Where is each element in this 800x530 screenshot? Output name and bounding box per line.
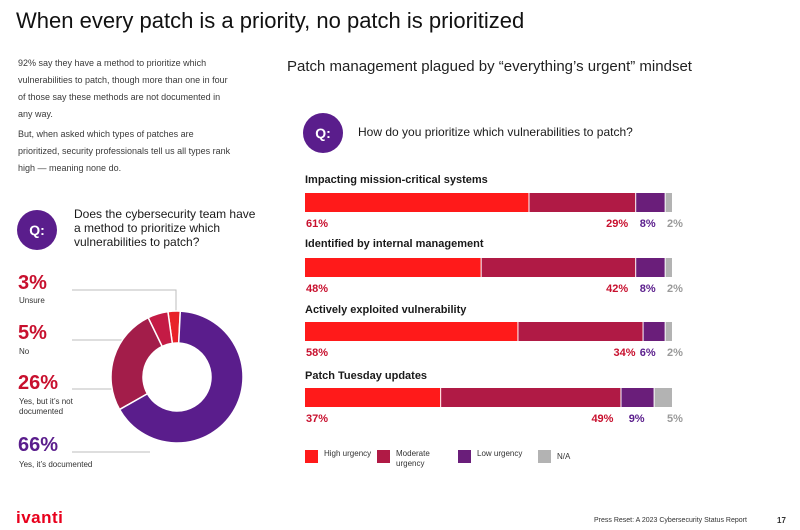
legend-swatch-high bbox=[305, 450, 318, 463]
bar-segment-moderate bbox=[441, 388, 621, 407]
page-title: When every patch is a priority, no patch… bbox=[16, 8, 525, 33]
bar-value-label-high: 37% bbox=[306, 413, 328, 425]
bar-category-label: Actively exploited vulnerability bbox=[305, 304, 467, 316]
donut-label-documented: Yes, it’s documented bbox=[19, 460, 93, 469]
donut-slice-undocumented bbox=[110, 316, 164, 411]
donut-chart bbox=[110, 310, 244, 444]
bar-segment-moderate bbox=[529, 193, 636, 212]
bar-value-label-high: 58% bbox=[306, 347, 328, 359]
bar-segment-na bbox=[665, 193, 672, 212]
legend-swatch-moderate bbox=[377, 450, 390, 463]
bar-segment-high bbox=[305, 258, 481, 277]
stacked-bar-chart: 61% 29% 8% 2% 48% 42% 8% 2% 58% 34% 6% 2% 37% 49% 9% 5% bbox=[305, 193, 683, 425]
intro-paragraph-2: But, when asked which types of patches a… bbox=[18, 129, 231, 173]
bar-value-label-moderate: 29% bbox=[606, 218, 628, 230]
bar-segment-low bbox=[636, 258, 665, 277]
legend-item-high: High urgency bbox=[305, 449, 374, 463]
bar-segment-low bbox=[643, 322, 665, 341]
bar-category-label: Impacting mission-critical systems bbox=[305, 174, 488, 186]
bar-value-label-moderate: 49% bbox=[591, 413, 613, 425]
bar-value-label-moderate: 42% bbox=[606, 283, 628, 295]
bar-category-label: Identified by internal management bbox=[305, 238, 484, 250]
bar-question: How do you prioritize which vulnerabilit… bbox=[358, 125, 633, 139]
question-badge-left: Q: bbox=[17, 210, 57, 250]
donut-label-unsure: Unsure bbox=[19, 296, 45, 305]
bar-value-label-na: 5% bbox=[667, 413, 683, 425]
bar-value-label-moderate: 34% bbox=[614, 347, 636, 359]
bar-value-label-low: 6% bbox=[640, 347, 656, 359]
bar-value-label-high: 61% bbox=[306, 218, 328, 230]
legend-swatch-low bbox=[458, 450, 471, 463]
legend-item-low: Low urgency bbox=[458, 449, 527, 463]
bar-segment-moderate bbox=[481, 258, 636, 277]
bar-segment-moderate bbox=[518, 322, 643, 341]
footer-report-title: Press Reset: A 2023 Cybersecurity Status… bbox=[594, 517, 747, 524]
bar-value-label-na: 2% bbox=[667, 347, 683, 359]
bar-value-label-high: 48% bbox=[306, 283, 328, 295]
bar-segment-na bbox=[665, 322, 672, 341]
legend-item-moderate: Moderate urgency bbox=[377, 449, 446, 469]
donut-pct-unsure: 3% bbox=[18, 272, 47, 294]
ivanti-logo: ivanti bbox=[16, 508, 64, 527]
right-heading: Patch management plagued by “everything’… bbox=[287, 58, 692, 75]
page-number: 17 bbox=[777, 516, 786, 525]
bar-value-label-na: 2% bbox=[667, 218, 683, 230]
bar-segment-low bbox=[621, 388, 654, 407]
legend-item-na: N/A bbox=[538, 449, 607, 463]
legend-label-moderate: Moderate urgency bbox=[396, 449, 430, 468]
donut-connector-unsure bbox=[72, 289, 177, 312]
donut-pct-no: 5% bbox=[18, 322, 47, 344]
bar-value-label-low: 8% bbox=[640, 218, 656, 230]
intro-paragraph-1: 92% say they have a method to prioritize… bbox=[18, 58, 228, 119]
donut-pct-undocumented: 26% bbox=[18, 372, 59, 394]
bar-segment-na bbox=[665, 258, 672, 277]
legend-label-na: N/A bbox=[557, 452, 571, 461]
bar-value-label-low: 9% bbox=[629, 413, 645, 425]
bar-segment-high bbox=[305, 388, 441, 407]
bar-segment-high bbox=[305, 322, 518, 341]
donut-question: Does the cybersecurity team have a metho… bbox=[74, 207, 256, 249]
legend-swatch-na bbox=[538, 450, 551, 463]
legend-label-low: Low urgency bbox=[477, 449, 523, 458]
bar-value-label-na: 2% bbox=[667, 283, 683, 295]
bar-segment-low bbox=[636, 193, 665, 212]
legend-label-high: High urgency bbox=[324, 449, 372, 458]
bar-value-label-low: 8% bbox=[640, 283, 656, 295]
donut-pct-documented: 66% bbox=[18, 434, 59, 456]
donut-label-undocumented: Yes, but it’s not documented bbox=[19, 397, 73, 416]
bar-segment-na bbox=[654, 388, 672, 407]
donut-label-no: No bbox=[19, 347, 30, 356]
donut-slice-documented bbox=[118, 310, 244, 444]
bar-category-label: Patch Tuesday updates bbox=[305, 370, 428, 382]
question-badge-right: Q: bbox=[303, 113, 343, 153]
bar-segment-high bbox=[305, 193, 529, 212]
